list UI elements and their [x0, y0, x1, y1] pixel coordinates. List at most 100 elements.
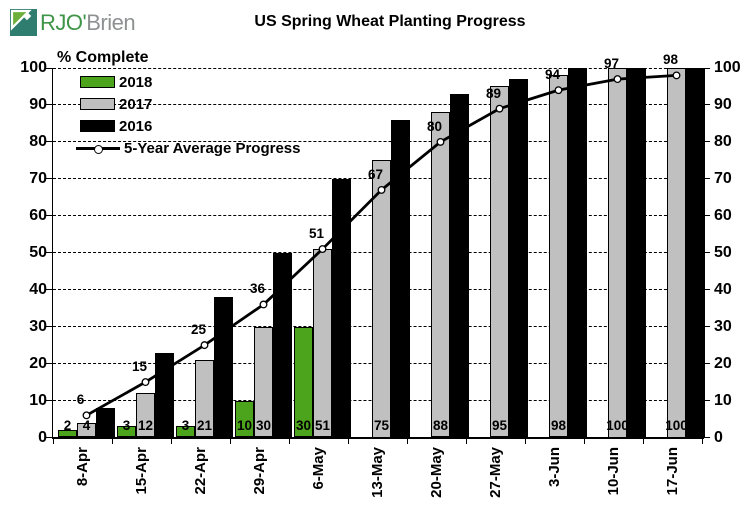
y-tick-right-30	[703, 326, 710, 328]
y-tick-right-60	[703, 215, 710, 217]
legend-swatch-2016	[80, 120, 115, 132]
y-axis-caption: % Complete	[57, 49, 149, 66]
y-axis-label-left-70: 70	[29, 169, 47, 187]
average-label-15-Apr: 15	[131, 359, 148, 375]
line-marker-22-Apr	[200, 341, 209, 350]
y-axis-label-right-0: 0	[714, 428, 723, 446]
bar-label-2017-3-Jun: 98	[550, 417, 567, 433]
y-tick-left-10	[46, 400, 52, 402]
x-axis-line	[51, 436, 704, 439]
average-label-10-Jun: 97	[603, 56, 620, 72]
y-axis-label-right-40: 40	[714, 280, 732, 298]
bar-label-2018-15-Apr: 3	[122, 417, 131, 433]
y-axis-label-left-30: 30	[29, 317, 47, 335]
line-marker-17-Jun	[672, 71, 681, 80]
rjo-brien-logo-icon	[10, 9, 37, 36]
bar-label-2017-20-May: 88	[432, 417, 449, 433]
y-tick-left-20	[46, 363, 52, 365]
line-marker-8-Apr	[82, 411, 91, 420]
y-axis-label-left-10: 10	[29, 391, 47, 409]
line-marker-27-May	[495, 104, 504, 113]
y-tick-right-100	[703, 67, 710, 69]
y-tick-left-90	[46, 104, 52, 106]
chart-title: US Spring Wheat Planting Progress	[254, 13, 526, 30]
y-tick-left-70	[46, 178, 52, 180]
bar-label-2017-6-May: 51	[314, 417, 331, 433]
bar-label-2017-17-Jun: 100	[665, 417, 688, 433]
x-tick-6	[406, 437, 408, 444]
line-marker-3-Jun	[554, 86, 563, 95]
logo-text: RJO'Brien	[40, 9, 136, 36]
average-label-22-Apr: 25	[190, 322, 207, 338]
x-tick-10	[642, 437, 644, 444]
gridline-100	[53, 67, 702, 69]
bar-label-2018-8-Apr: 2	[63, 417, 72, 433]
legend-swatch-2017	[80, 98, 115, 110]
y-tick-right-80	[703, 141, 710, 143]
x-tick-11	[701, 437, 703, 444]
y-axis-label-right-100: 100	[714, 59, 741, 76]
legend-open-circle-marker-icon	[94, 144, 103, 154]
y-axis-label-left-50: 50	[29, 243, 47, 261]
average-label-29-Apr: 36	[249, 281, 266, 297]
legend-label-2017: 2017	[119, 95, 153, 113]
y-tick-right-50	[703, 252, 710, 254]
y-tick-right-10	[703, 400, 710, 402]
y-axis-label-right-90: 90	[714, 95, 732, 113]
x-tick-8	[524, 437, 526, 444]
y-tick-left-50	[46, 252, 52, 254]
bar-label-2017-10-Jun: 100	[606, 417, 629, 433]
y-axis-line-left	[51, 68, 53, 439]
average-label-8-Apr: 6	[76, 392, 85, 408]
x-tick-1	[111, 437, 113, 444]
y-axis-label-left-90: 90	[29, 95, 47, 113]
y-tick-left-100	[46, 67, 52, 69]
y-tick-right-0	[703, 437, 710, 438]
average-label-27-May: 89	[485, 85, 502, 101]
y-tick-right-70	[703, 178, 710, 180]
y-axis-line-right	[702, 68, 704, 439]
line-marker-6-May	[318, 245, 327, 254]
logo-text-brien: Brien	[86, 9, 136, 35]
y-tick-left-40	[46, 289, 52, 291]
line-marker-13-May	[377, 185, 386, 194]
x-tick-4	[288, 437, 290, 444]
y-axis-label-right-50: 50	[714, 243, 732, 261]
legend: 2018 2017 2016 5-Year Average Progress	[76, 72, 301, 160]
average-label-20-May: 80	[426, 118, 443, 134]
line-marker-10-Jun	[613, 75, 622, 84]
bar-label-2018-6-May: 30	[295, 417, 312, 433]
gridline-90	[53, 104, 702, 106]
bar-label-2018-22-Apr: 3	[181, 417, 190, 433]
y-tick-right-40	[703, 289, 710, 291]
average-label-6-May: 51	[308, 226, 325, 242]
rjo-brien-logo: RJO'Brien	[10, 9, 136, 36]
legend-label-2016: 2016	[119, 117, 153, 135]
x-tick-7	[465, 437, 467, 444]
average-label-17-Jun: 98	[662, 52, 679, 68]
bar-label-2018-29-Apr: 10	[236, 417, 253, 433]
x-tick-9	[583, 437, 585, 444]
line-marker-20-May	[436, 137, 445, 146]
y-axis-label-right-10: 10	[714, 391, 732, 409]
legend-item-2018: 2018	[80, 72, 301, 92]
bar-label-2017-27-May: 95	[491, 417, 508, 433]
y-tick-right-90	[703, 104, 710, 106]
legend-swatch-2018	[80, 76, 115, 88]
y-axis-label-right-80: 80	[714, 132, 732, 150]
bar-label-2017-29-Apr: 30	[255, 417, 272, 433]
x-tick-3	[229, 437, 231, 444]
logo-text-rjo: RJO'	[40, 9, 87, 35]
legend-item-5yr-average: 5-Year Average Progress	[76, 138, 301, 158]
y-tick-left-80	[46, 141, 52, 143]
y-axis-label-right-70: 70	[714, 169, 732, 187]
bar-label-2017-22-Apr: 21	[196, 417, 213, 433]
legend-label-2018: 2018	[119, 73, 153, 91]
line-marker-29-Apr	[259, 300, 268, 309]
legend-item-2017: 2017	[80, 94, 301, 114]
gridline-80	[53, 141, 702, 143]
y-axis-label-right-30: 30	[714, 317, 732, 335]
average-label-3-Jun: 94	[544, 67, 561, 83]
